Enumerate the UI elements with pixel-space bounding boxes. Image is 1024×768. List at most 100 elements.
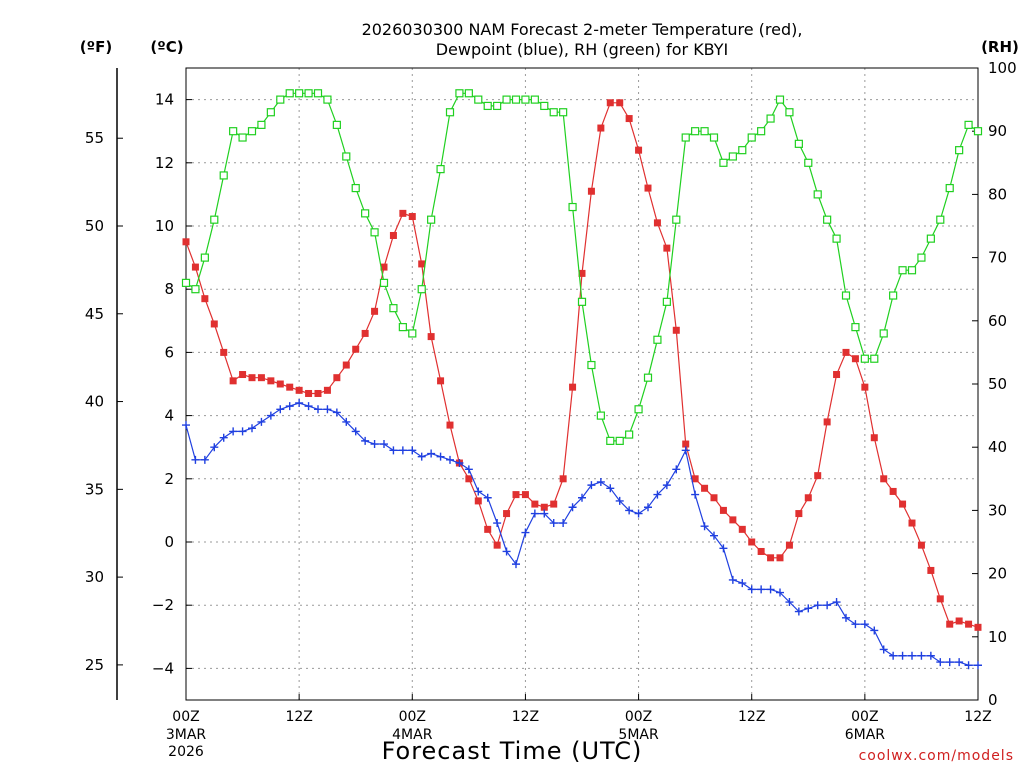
rh-point bbox=[332, 120, 341, 129]
dewpoint-line bbox=[185, 402, 978, 666]
dewpoint-point bbox=[361, 436, 370, 445]
dewpoint-point bbox=[936, 658, 945, 667]
celsius-tick-label: −4 bbox=[152, 659, 174, 677]
credit-text: coolwx.com/models bbox=[859, 748, 1014, 764]
rh-point bbox=[210, 215, 219, 224]
rh-point bbox=[379, 278, 389, 287]
celsius-tick-label: 4 bbox=[164, 407, 174, 425]
fahrenheit-axis: 25 30 35 40 45 50 55 bbox=[85, 129, 123, 674]
temperature-point bbox=[908, 519, 916, 527]
dewpoint-point bbox=[813, 601, 822, 610]
dewpoint-point bbox=[446, 455, 454, 464]
temperature-point bbox=[616, 99, 624, 107]
dewpoint-point bbox=[474, 487, 483, 496]
rh-point bbox=[323, 95, 332, 104]
rh-tick-label: 70 bbox=[988, 249, 1007, 267]
temperature-point bbox=[314, 389, 322, 397]
rh-point bbox=[370, 228, 379, 237]
dewpoint-point bbox=[776, 588, 784, 597]
temperature-point bbox=[493, 541, 501, 549]
rh-point bbox=[926, 234, 935, 243]
dewpoint-point bbox=[719, 544, 728, 553]
rh-point bbox=[200, 253, 209, 262]
series-dewpoint bbox=[182, 398, 982, 670]
dewpoint-point bbox=[842, 613, 850, 622]
temperature-line bbox=[185, 102, 979, 628]
dewpoint-point bbox=[521, 528, 530, 537]
temperature-point bbox=[899, 500, 907, 508]
temperature-point bbox=[559, 475, 567, 483]
temperature-point bbox=[323, 386, 331, 394]
temperature-point bbox=[880, 475, 888, 483]
dewpoint-point bbox=[747, 585, 756, 594]
rh-point bbox=[474, 95, 483, 104]
temperature-point bbox=[653, 219, 661, 227]
temperature-point bbox=[239, 371, 247, 379]
rh-point bbox=[841, 291, 851, 300]
dewpoint-point bbox=[417, 452, 426, 461]
dewpoint-point bbox=[502, 547, 511, 556]
rh-point bbox=[823, 215, 832, 224]
rh-point bbox=[747, 133, 756, 142]
rh-unit-label: (RH) bbox=[981, 38, 1019, 56]
dewpoint-point bbox=[766, 585, 775, 594]
temperature-point bbox=[795, 510, 803, 518]
dewpoint-point bbox=[304, 402, 313, 411]
rh-tick-label: 0 bbox=[988, 691, 998, 709]
dewpoint-point bbox=[728, 575, 737, 584]
dewpoint-point bbox=[427, 449, 436, 458]
fahrenheit-tick-label: 30 bbox=[85, 568, 104, 586]
chart-title-line2: Dewpoint (blue), RH (green) for KBYI bbox=[436, 40, 729, 59]
temperature-point bbox=[833, 371, 841, 379]
temperature-point bbox=[719, 506, 727, 514]
rh-tick-label: 20 bbox=[988, 565, 1007, 583]
celsius-axis: −4 −2 0 2 4 6 8 10 12 14 bbox=[152, 91, 192, 677]
rh-point bbox=[907, 266, 917, 275]
temperature-point bbox=[352, 345, 360, 353]
x-tick-label: 12Z bbox=[964, 709, 991, 725]
fahrenheit-tick-label: 40 bbox=[85, 393, 104, 411]
x-tick-year-label: 2026 bbox=[168, 744, 204, 760]
temperature-point bbox=[729, 516, 737, 524]
x-tick-label: 12Z bbox=[512, 709, 539, 725]
rh-point bbox=[955, 146, 964, 155]
temperature-point bbox=[635, 146, 643, 154]
temperature-point bbox=[748, 538, 756, 546]
temperature-point bbox=[474, 497, 482, 505]
dewpoint-point bbox=[380, 440, 388, 449]
temperature-point bbox=[286, 383, 294, 391]
temperature-point bbox=[210, 320, 218, 328]
fahrenheit-tick-label: 45 bbox=[85, 305, 104, 323]
celsius-tick-label: 12 bbox=[155, 154, 174, 172]
fahrenheit-tick-label: 55 bbox=[85, 129, 104, 147]
temperature-point bbox=[710, 494, 718, 502]
temperature-point bbox=[936, 595, 944, 603]
temperature-point bbox=[408, 213, 416, 221]
rh-tick-label: 40 bbox=[988, 438, 1007, 456]
dewpoint-point bbox=[625, 506, 634, 515]
dewpoint-point bbox=[860, 620, 869, 629]
rh-point bbox=[700, 127, 709, 136]
rh-point bbox=[662, 297, 671, 306]
temperature-point bbox=[644, 184, 652, 192]
dewpoint-point bbox=[964, 661, 973, 670]
dewpoint-point bbox=[578, 493, 586, 502]
rh-line bbox=[185, 92, 979, 442]
rh-point bbox=[266, 108, 275, 117]
temperature-point bbox=[663, 244, 671, 252]
x-tick-label: 00Z bbox=[851, 709, 878, 725]
temperature-point bbox=[333, 374, 341, 382]
dewpoint-point bbox=[549, 519, 558, 528]
dewpoint-point bbox=[879, 645, 888, 654]
temperature-point bbox=[682, 440, 690, 448]
rh-point bbox=[464, 89, 473, 98]
rh-point bbox=[870, 354, 879, 363]
celsius-tick-label: 8 bbox=[164, 280, 174, 298]
dewpoint-point bbox=[596, 477, 605, 486]
temperature-point bbox=[757, 547, 765, 555]
x-tick-label: 12Z bbox=[285, 709, 312, 725]
temperature-point bbox=[814, 472, 822, 480]
rh-point bbox=[417, 285, 426, 294]
rh-point bbox=[785, 108, 794, 117]
